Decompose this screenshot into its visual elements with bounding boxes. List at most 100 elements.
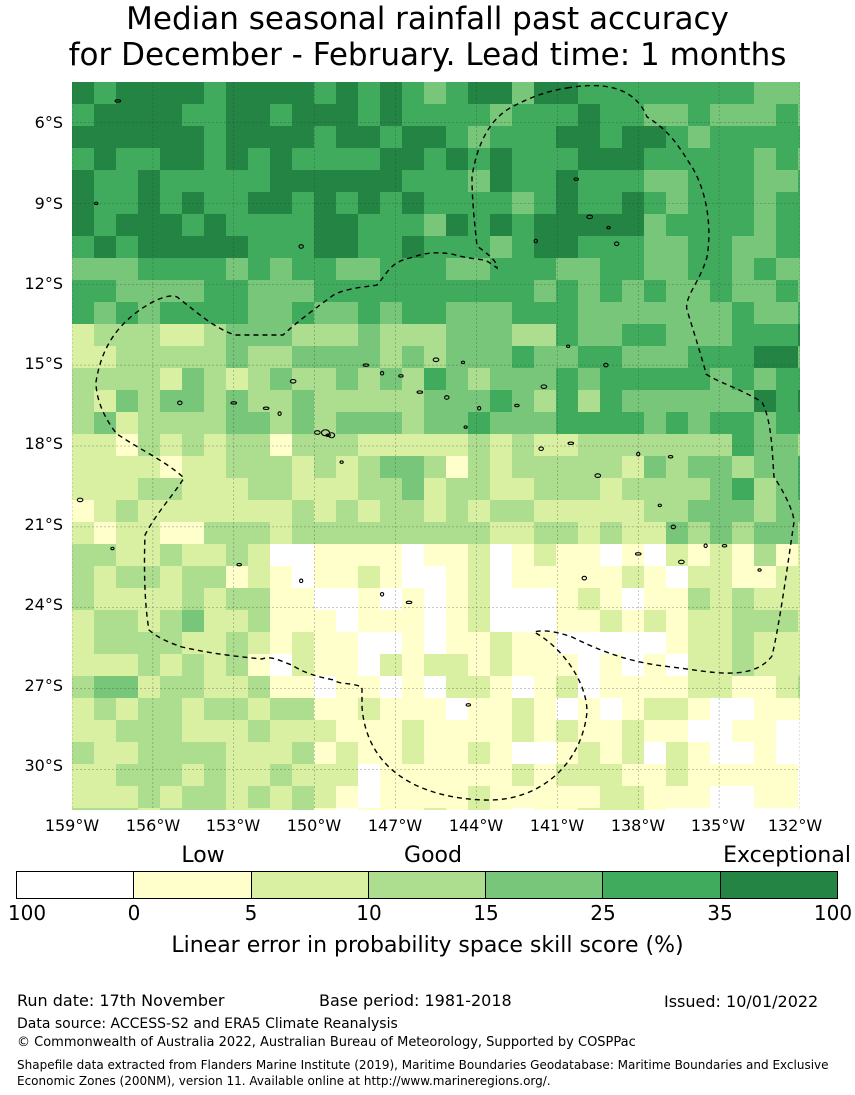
grid-cell bbox=[160, 610, 183, 633]
grid-cell bbox=[600, 324, 623, 347]
island-outline bbox=[339, 460, 344, 464]
grid-cell bbox=[336, 500, 359, 523]
grid-cell bbox=[204, 654, 227, 677]
grid-cell bbox=[270, 82, 293, 105]
grid-cell bbox=[402, 566, 425, 589]
grid-cell bbox=[622, 280, 645, 303]
grid-cell bbox=[402, 786, 425, 809]
grid-cell bbox=[138, 720, 161, 743]
grid-cell bbox=[754, 148, 777, 171]
grid-cell bbox=[72, 280, 95, 303]
grid-cell bbox=[160, 478, 183, 501]
lat-lon-gridlines bbox=[72, 82, 800, 810]
grid-cell bbox=[116, 764, 139, 787]
grid-cell bbox=[292, 588, 315, 611]
grid-cell bbox=[666, 654, 689, 677]
grid-cell bbox=[270, 258, 293, 281]
island-outline bbox=[613, 241, 620, 247]
grid-cell bbox=[710, 82, 733, 105]
grid-cell bbox=[116, 676, 139, 699]
grid-cell bbox=[644, 412, 667, 435]
grid-cell bbox=[270, 104, 293, 127]
grid-cell bbox=[138, 742, 161, 765]
grid-cell bbox=[72, 610, 95, 633]
grid-cell bbox=[688, 654, 711, 677]
grid-cell bbox=[424, 456, 447, 479]
island-outline bbox=[362, 363, 370, 367]
grid-cell bbox=[490, 808, 513, 810]
grid-cell bbox=[578, 236, 601, 259]
grid-cell bbox=[270, 742, 293, 765]
grid-cell bbox=[72, 412, 95, 435]
grid-cell bbox=[204, 280, 227, 303]
grid-cell bbox=[204, 478, 227, 501]
grid-cell bbox=[644, 654, 667, 677]
grid-cell bbox=[94, 104, 117, 127]
island-outline bbox=[581, 575, 588, 581]
grid-cell bbox=[600, 170, 623, 193]
island-outline bbox=[463, 425, 468, 429]
grid-cell bbox=[248, 280, 271, 303]
grid-cell bbox=[556, 478, 579, 501]
grid-cell bbox=[226, 258, 249, 281]
grid-cell bbox=[116, 192, 139, 215]
grid-cell bbox=[292, 148, 315, 171]
grid-cell bbox=[644, 566, 667, 589]
grid-cell bbox=[798, 214, 800, 237]
grid-cell bbox=[138, 126, 161, 149]
grid-cell bbox=[314, 324, 337, 347]
grid-cell bbox=[226, 588, 249, 611]
grid-cell bbox=[798, 786, 800, 809]
grid-cell bbox=[138, 456, 161, 479]
grid-cell bbox=[402, 610, 425, 633]
grid-cell bbox=[754, 346, 777, 369]
grid-cell bbox=[622, 654, 645, 677]
grid-cell bbox=[556, 324, 579, 347]
island-outline bbox=[594, 473, 602, 479]
grid-cell bbox=[490, 82, 513, 105]
grid-cell bbox=[644, 764, 667, 787]
grid-cell bbox=[160, 456, 183, 479]
grid-cell bbox=[688, 104, 711, 127]
grid-cell bbox=[358, 412, 381, 435]
grid-cell bbox=[380, 104, 403, 127]
grid-cell bbox=[314, 214, 337, 237]
grid-cell bbox=[182, 434, 205, 457]
grid-cell bbox=[72, 742, 95, 765]
grid-cell bbox=[512, 566, 535, 589]
grid-cell bbox=[204, 82, 227, 105]
grid-cell bbox=[776, 214, 799, 237]
grid-cell bbox=[94, 456, 117, 479]
grid-cell bbox=[534, 324, 557, 347]
grid-cell bbox=[490, 764, 513, 787]
grid-cell bbox=[292, 764, 315, 787]
grid-cell bbox=[732, 192, 755, 215]
grid-cell bbox=[556, 82, 579, 105]
grid-cell bbox=[688, 500, 711, 523]
grid-cell bbox=[534, 236, 557, 259]
grid-cell bbox=[490, 280, 513, 303]
grid-cell bbox=[358, 588, 381, 611]
grid-cell bbox=[710, 236, 733, 259]
grid-cell bbox=[116, 544, 139, 567]
grid-cell bbox=[336, 390, 359, 413]
grid-cell bbox=[424, 764, 447, 787]
grid-cell bbox=[292, 720, 315, 743]
grid-cell bbox=[402, 742, 425, 765]
grid-cell bbox=[776, 236, 799, 259]
grid-cell bbox=[116, 610, 139, 633]
grid-cell bbox=[534, 434, 557, 457]
grid-cell bbox=[72, 214, 95, 237]
grid-cell bbox=[116, 786, 139, 809]
grid-cell bbox=[622, 632, 645, 655]
grid-cell bbox=[336, 302, 359, 325]
grid-cell bbox=[622, 390, 645, 413]
grid-cell bbox=[358, 346, 381, 369]
grid-cell bbox=[314, 280, 337, 303]
grid-cell bbox=[490, 478, 513, 501]
grid-cell bbox=[534, 346, 557, 369]
grid-cell bbox=[512, 258, 535, 281]
grid-cell bbox=[754, 500, 777, 523]
grid-cell bbox=[644, 192, 667, 215]
grid-cell bbox=[732, 280, 755, 303]
